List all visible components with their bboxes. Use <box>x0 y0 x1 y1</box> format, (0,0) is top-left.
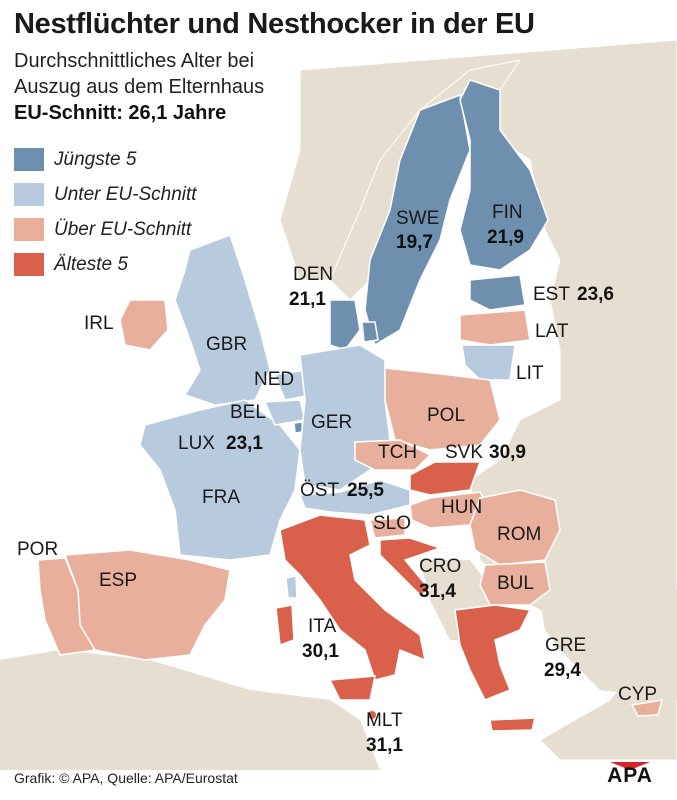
value-ost: 25,5 <box>347 480 384 501</box>
poland <box>384 367 501 451</box>
denmark-island <box>361 321 379 343</box>
label-fra: FRA <box>202 487 240 508</box>
page-title: Nestflüchter und Nesthocker in der EU <box>14 8 535 40</box>
apa-logo-text: APA <box>607 764 653 787</box>
legend-label: Jüngste 5 <box>54 148 137 170</box>
label-swe: SWE <box>396 208 440 229</box>
value-mlt: 31,1 <box>366 735 403 756</box>
crete <box>489 717 536 732</box>
cyprus <box>630 699 664 717</box>
legend-swatch <box>14 148 44 171</box>
subtitle-line-2: Auszug aus dem Elternhaus <box>14 76 265 98</box>
value-lux: 23,1 <box>226 433 263 454</box>
label-pol: POL <box>427 405 466 426</box>
value-svk: 30,9 <box>489 442 526 463</box>
value-ita: 30,1 <box>302 641 339 662</box>
subtitle-line-1: Durchschnittliches Alter bei <box>14 50 255 72</box>
legend-item-above-avg: Über EU-Schnitt <box>14 212 197 247</box>
label-ned: NED <box>254 369 295 390</box>
label-lux: LUX <box>178 433 215 454</box>
slovenia <box>369 517 406 539</box>
label-lat: LAT <box>535 321 569 342</box>
source-credit: Grafik: © APA, Quelle: APA/Eurostat <box>14 770 238 786</box>
legend-label: Älteste 5 <box>54 253 128 275</box>
legend-item-oldest: Älteste 5 <box>14 247 197 282</box>
legend-swatch <box>14 253 44 276</box>
header: Nestflüchter und Nesthocker in der EU Du… <box>14 6 574 126</box>
czechia <box>354 439 432 471</box>
legend-item-youngest: Jüngste 5 <box>14 142 197 177</box>
sicily <box>328 675 376 701</box>
label-gre: GRE <box>545 635 587 656</box>
value-est: 23,6 <box>577 284 614 305</box>
legend-swatch <box>14 183 44 206</box>
label-est: EST <box>533 284 570 305</box>
value-cro: 31,4 <box>419 581 456 602</box>
portugal <box>37 557 97 656</box>
italy <box>279 514 427 681</box>
label-hun: HUN <box>441 497 483 518</box>
label-rom: ROM <box>497 524 542 545</box>
latvia <box>459 309 531 346</box>
label-lit: LIT <box>516 363 544 384</box>
label-irl: IRL <box>84 313 114 334</box>
label-den: DEN <box>293 264 334 285</box>
legend-item-below-avg: Unter EU-Schnitt <box>14 177 197 212</box>
legend-label: Über EU-Schnitt <box>54 218 192 240</box>
apa-logo-triangle <box>610 762 650 770</box>
denmark <box>329 299 361 351</box>
finland <box>459 79 549 271</box>
label-svk: SVK <box>445 442 484 463</box>
value-swe: 19,7 <box>396 232 433 253</box>
legend: Jüngste 5 Unter EU-Schnitt Über EU-Schni… <box>14 142 197 282</box>
label-mlt: MLT <box>366 710 403 731</box>
estonia <box>469 274 526 311</box>
croatia <box>379 537 443 596</box>
value-fin: 21,9 <box>487 227 524 248</box>
ireland <box>119 299 169 351</box>
label-cyp: CYP <box>618 684 658 705</box>
label-cro: CRO <box>419 556 462 577</box>
label-slo: SLO <box>373 513 412 534</box>
label-tch: TCH <box>378 442 418 463</box>
label-esp: ESP <box>99 570 138 591</box>
eu-average: EU-Schnitt: 26,1 Jahre <box>14 102 227 124</box>
romania <box>469 489 561 566</box>
lithuania <box>461 344 516 381</box>
label-ita: ITA <box>308 616 337 637</box>
apa-logo-mark <box>610 762 650 770</box>
turkey <box>540 590 677 700</box>
north-africa <box>0 650 380 770</box>
label-bul: BUL <box>497 573 534 594</box>
label-ost: ÖST <box>300 480 340 501</box>
sardinia <box>275 604 295 647</box>
label-fin: FIN <box>492 202 523 223</box>
greece <box>454 604 532 701</box>
value-den: 21,1 <box>289 289 326 310</box>
legend-swatch <box>14 218 44 241</box>
great-britain <box>174 234 271 406</box>
france <box>139 399 301 561</box>
legend-label: Unter EU-Schnitt <box>54 183 197 205</box>
value-gre: 29,4 <box>544 660 581 681</box>
label-bel: BEL <box>230 402 266 423</box>
label-ger: GER <box>311 412 353 433</box>
malta <box>368 711 376 719</box>
label-por: POR <box>17 539 59 560</box>
label-gbr: GBR <box>206 334 248 355</box>
bulgaria <box>479 561 551 606</box>
corsica <box>285 575 298 599</box>
